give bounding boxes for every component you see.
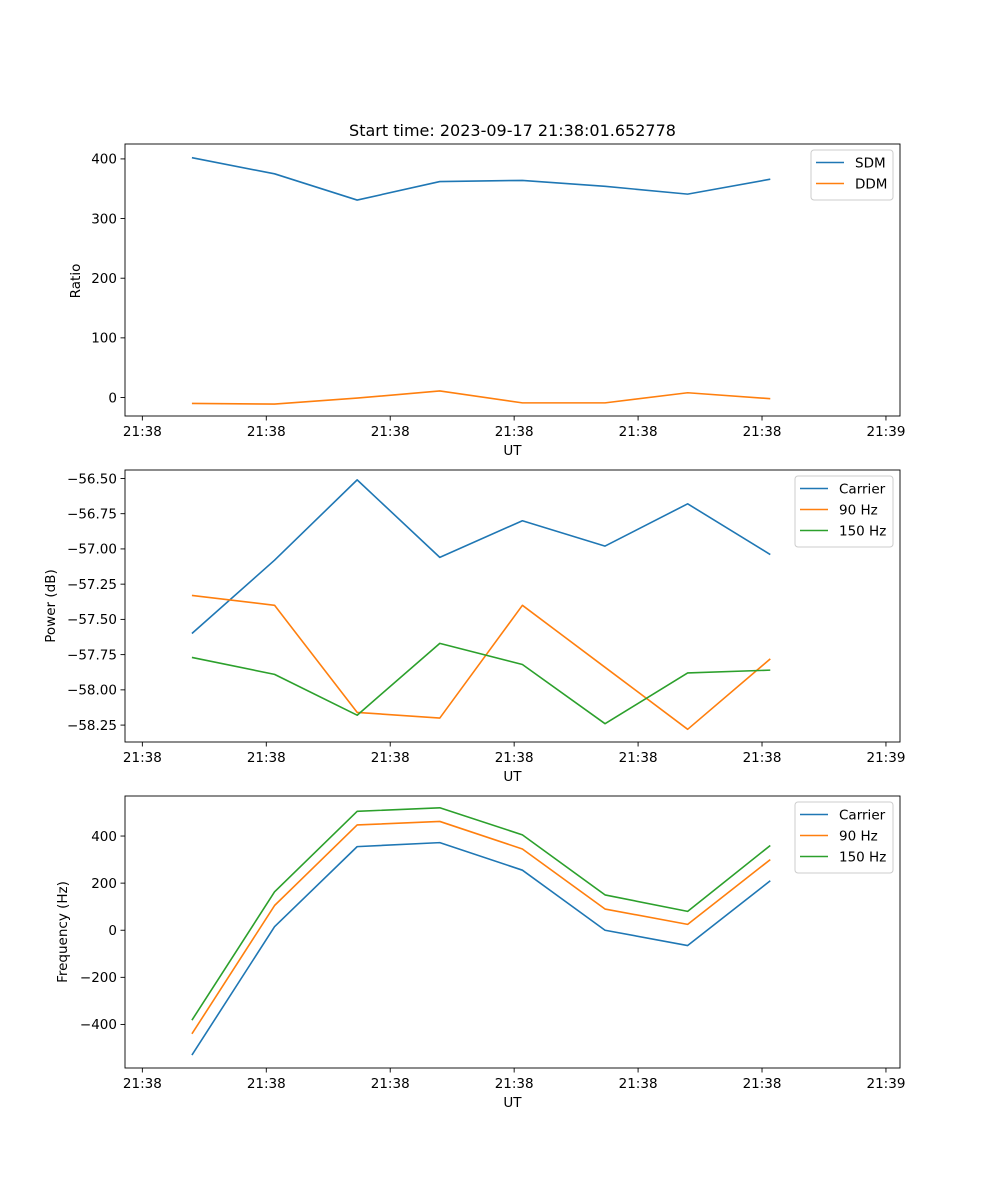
y-tick-label: −58.25 [67,718,117,734]
series-line-carrier [191,841,771,1056]
x-tick-label: 21:38 [123,1076,162,1092]
y-tick-label: −57.25 [67,577,117,593]
x-tick-label: 21:39 [867,750,906,766]
legend-label: DDM [855,177,887,193]
x-tick-label: 21:38 [247,750,286,766]
x-tick-label: 21:38 [743,750,782,766]
y-tick-label: 0 [108,390,117,406]
series-line-150-hz [191,642,771,725]
legend-box [794,475,894,548]
legend-label: 150 Hz [839,524,886,540]
axes-frame [124,795,901,1069]
legend: Carrier 90 Hz 150 Hz [794,801,894,874]
x-tick-label: 21:38 [371,1076,410,1092]
x-tick-label: 21:38 [619,750,658,766]
panel-frequency-plot: 21:38 21:38 21:38 21:38 21:38 21:38 21:39 −400 −… [80,795,906,1092]
y-tick-label: 200 [91,271,117,287]
panel-power-ylabel: Power (dB) [43,569,59,642]
x-tick-label: 21:38 [123,424,162,440]
y-tick-label: 200 [91,876,117,892]
legend-label: 150 Hz [839,850,886,866]
legend-label: 90 Hz [839,503,878,519]
y-tick-label: −57.75 [67,647,117,663]
axes-frame [124,143,901,417]
panel-ratio: Start time: 2023-09-17 21:38:01.652778 2… [68,121,905,459]
x-tick-label: 21:39 [867,424,906,440]
x-tick-label: 21:38 [495,750,534,766]
x-tick-label: 21:38 [247,1076,286,1092]
series-line-90-hz [191,594,771,731]
x-tick-label: 21:38 [495,1076,534,1092]
x-tick-label: 21:38 [371,424,410,440]
series-line-ddm [191,390,771,405]
x-tick-label: 21:38 [743,424,782,440]
y-tick-label: −57.50 [67,612,117,628]
axes-frame [124,469,901,743]
legend: Carrier 90 Hz 150 Hz [794,475,894,548]
x-tick-label: 21:38 [495,424,534,440]
panel-power-plot: 21:38 21:38 21:38 21:38 21:38 21:38 21:39 −56.5… [67,469,906,766]
y-tick-label: −57.00 [67,542,117,558]
legend-box [794,801,894,874]
panel-ratio-ylabel: Ratio [68,264,84,299]
legend-label: Carrier [839,482,886,498]
legend-label: SDM [855,156,886,172]
y-tick-label: 100 [91,331,117,347]
x-tick-label: 21:38 [247,424,286,440]
panel-ratio-plot: 21:38 21:38 21:38 21:38 21:38 21:38 21:39 0 100 2… [91,143,906,440]
panel-frequency: 21:38 21:38 21:38 21:38 21:38 21:38 21:39 −400 −… [55,795,906,1111]
y-tick-label: 400 [91,829,117,845]
series-line-150-hz [191,806,771,1021]
panel-ratio-title: Start time: 2023-09-17 21:38:01.652778 [349,121,676,140]
y-tick-label: −56.75 [67,506,117,522]
series-line-90-hz [191,820,771,1035]
x-tick-label: 21:38 [743,1076,782,1092]
x-tick-label: 21:38 [619,424,658,440]
y-tick-label: 300 [91,211,117,227]
series-line-carrier [191,479,771,635]
legend-label: 90 Hz [839,829,878,845]
x-tick-label: 21:38 [123,750,162,766]
y-tick-label: 400 [91,152,117,168]
y-tick-label: 0 [108,923,117,939]
series-line-sdm [191,156,771,201]
x-tick-label: 21:38 [371,750,410,766]
panel-power: 21:38 21:38 21:38 21:38 21:38 21:38 21:39 −56.5… [43,469,906,785]
panel-frequency-xlabel: UT [503,1095,522,1111]
panel-frequency-ylabel: Frequency (Hz) [55,881,71,983]
panel-ratio-xlabel: UT [503,443,522,459]
y-tick-label: −56.50 [67,471,117,487]
panel-power-xlabel: UT [503,769,522,785]
y-tick-label: −200 [80,970,117,986]
x-tick-label: 21:39 [867,1076,906,1092]
legend: SDM DDM [810,149,894,201]
legend-label: Carrier [839,808,886,824]
y-tick-label: −400 [80,1017,117,1033]
x-tick-label: 21:38 [619,1076,658,1092]
y-tick-label: −58.00 [67,683,117,699]
